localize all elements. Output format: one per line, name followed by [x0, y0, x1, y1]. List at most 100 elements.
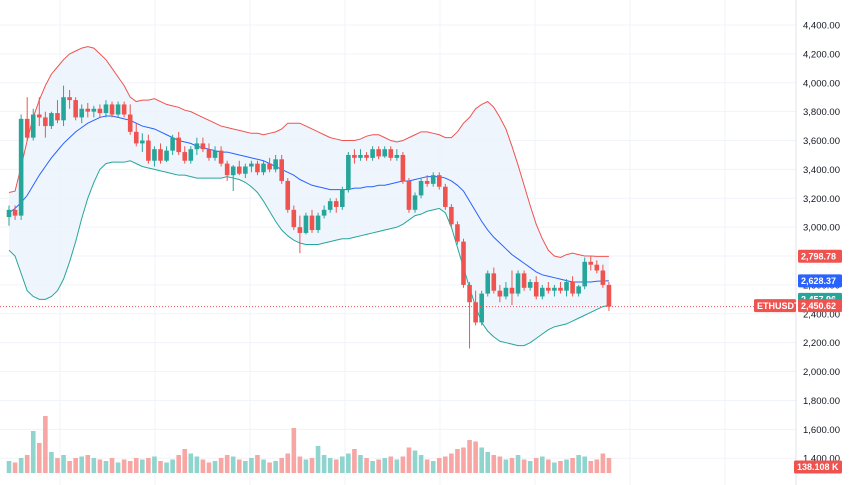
volume-bar	[370, 461, 375, 473]
candle-body	[576, 286, 581, 294]
volume-badge: 138.108 K	[794, 460, 842, 474]
candle	[255, 160, 260, 176]
volume-bar	[164, 462, 169, 473]
candle	[127, 104, 133, 135]
candle	[24, 97, 30, 141]
y-tick-label: 1,600.00	[803, 425, 840, 436]
volume-bar	[37, 443, 42, 473]
candle	[133, 123, 139, 147]
y-tick-label: 1,400.00	[803, 454, 840, 465]
volume-bar	[249, 458, 254, 473]
volume-bar	[182, 449, 188, 473]
candle-body	[388, 149, 394, 158]
candle	[327, 198, 333, 213]
candle	[18, 114, 24, 220]
volume-bar	[594, 459, 600, 473]
candle-body	[24, 118, 30, 138]
candle-body	[146, 140, 151, 161]
y-tick-label: 3,400.00	[803, 165, 840, 176]
candle-body	[606, 284, 612, 307]
grid-layer	[0, 0, 796, 485]
candle	[12, 205, 18, 220]
volume-bar	[121, 459, 127, 473]
volume-bar	[158, 461, 163, 473]
candle-body	[170, 137, 175, 151]
volume-bar	[443, 456, 448, 473]
candle	[388, 146, 394, 161]
y-tick-label: 3,000.00	[803, 223, 840, 234]
volume-badge-label: 138.108 K	[797, 462, 839, 472]
candle	[333, 198, 339, 213]
candle	[394, 149, 400, 161]
candle-body	[333, 201, 339, 207]
volume-bar	[230, 456, 236, 473]
candle-body	[352, 154, 357, 158]
volume-bar	[49, 452, 54, 473]
volume-bar	[340, 456, 345, 473]
volume-bar	[558, 461, 563, 473]
candle-body	[436, 175, 442, 187]
price-axis[interactable]: 4,400.00 4,200.00 4,000.00 3,800.00 3,600.00…	[795, 0, 840, 485]
candle	[230, 165, 236, 192]
candle-body	[588, 261, 594, 265]
candle-body	[582, 261, 587, 287]
volume-bar	[97, 459, 103, 473]
volume-bar	[412, 450, 418, 473]
candle	[533, 276, 539, 300]
volume-bar	[127, 461, 133, 473]
candle	[212, 146, 218, 161]
candle-body	[206, 149, 212, 158]
candle	[546, 282, 551, 294]
candle	[315, 212, 321, 233]
volume-bar	[67, 461, 72, 473]
candle	[249, 160, 254, 173]
candle-body	[467, 284, 472, 303]
candle	[267, 157, 272, 173]
candle	[236, 160, 242, 176]
candle	[243, 163, 248, 179]
candle-body	[91, 108, 97, 112]
candle-body	[521, 273, 527, 288]
candle	[582, 257, 587, 290]
volume-bar	[509, 458, 515, 473]
volume-bar	[533, 458, 539, 473]
bollinger-bands	[8, 46, 610, 347]
candle	[309, 209, 315, 233]
volume-bar	[358, 455, 363, 473]
volume-bar	[273, 461, 278, 473]
volume-bar	[327, 458, 333, 473]
candle-body	[443, 186, 448, 207]
candle	[321, 205, 327, 219]
upper-band-badge: 2,798.78	[798, 249, 842, 263]
volume-bar	[539, 456, 545, 473]
candle-body	[546, 287, 551, 291]
y-tick-label: 3,600.00	[803, 136, 840, 147]
candle	[449, 204, 454, 228]
candle-body	[164, 150, 169, 161]
candle	[146, 134, 151, 164]
candle-body	[85, 108, 91, 112]
candle-body	[430, 175, 436, 184]
volume-bar	[236, 459, 242, 473]
volume-bar	[473, 441, 478, 473]
volume-bar	[303, 459, 309, 473]
last-price-badge-label: 2,450.62	[801, 301, 836, 311]
candle	[412, 192, 418, 213]
candle	[285, 178, 291, 213]
volume-bar	[297, 456, 303, 473]
candle-body	[43, 117, 48, 127]
candle-body	[400, 154, 406, 181]
lower-band-line	[8, 160, 610, 347]
volume-bar	[267, 462, 272, 473]
volume-bar	[394, 459, 400, 473]
volume-bar	[546, 459, 551, 473]
candle-body	[218, 150, 224, 164]
candle-body	[97, 108, 103, 114]
candle-body	[412, 195, 418, 210]
candle-body	[194, 143, 200, 150]
candle-body	[230, 166, 236, 176]
volume-bar	[606, 458, 612, 473]
candle	[273, 154, 278, 173]
